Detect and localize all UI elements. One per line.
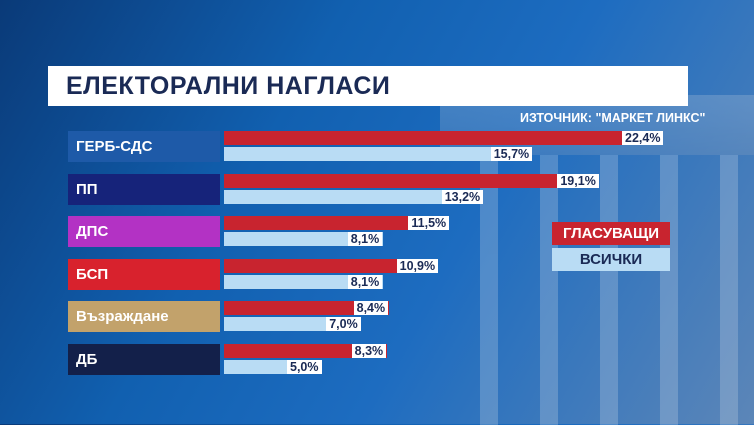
data-label: 13,2% [441, 189, 484, 204]
data-label: 8,1% [347, 232, 383, 246]
legend-all: ВСИЧКИ [552, 248, 670, 271]
category-label: ДПС [68, 216, 220, 247]
data-label: 8,3% [351, 343, 387, 358]
data-label: 8,1% [347, 274, 383, 289]
data-label: 10,9% [396, 258, 439, 273]
category-label: ДБ [68, 343, 220, 375]
bar-voters [224, 301, 389, 315]
bar-all [224, 232, 383, 246]
bar-voters [224, 173, 599, 188]
bar-voters [224, 258, 438, 273]
bar-all [224, 189, 483, 204]
category-label: ГЕРБ-СДС [68, 131, 220, 162]
legend-voters: ГЛАСУВАЩИ [552, 222, 670, 245]
data-label: 22,4% [622, 131, 664, 145]
bar-all [224, 147, 532, 161]
bar-voters [224, 131, 664, 145]
data-label: 8,4% [353, 301, 389, 315]
title-bar: ЕЛЕКТОРАЛНИ НАГЛАСИ [48, 66, 688, 106]
data-label: 5,0% [287, 359, 322, 374]
category-label: БСП [68, 258, 220, 290]
bar-voters [224, 343, 387, 358]
data-label: 19,1% [557, 173, 599, 188]
source-label: ИЗТОЧНИК: "МАРКЕТ ЛИНКС" [520, 111, 706, 125]
bar-voters [224, 216, 450, 230]
category-label: Възраждане [68, 301, 220, 332]
data-label: 15,7% [490, 147, 533, 161]
data-label: 7,0% [326, 317, 361, 331]
data-label: 11,5% [408, 216, 450, 230]
bar-all [224, 274, 383, 289]
category-label: ПП [68, 173, 220, 205]
chart-title: ЕЛЕКТОРАЛНИ НАГЛАСИ [66, 72, 391, 100]
